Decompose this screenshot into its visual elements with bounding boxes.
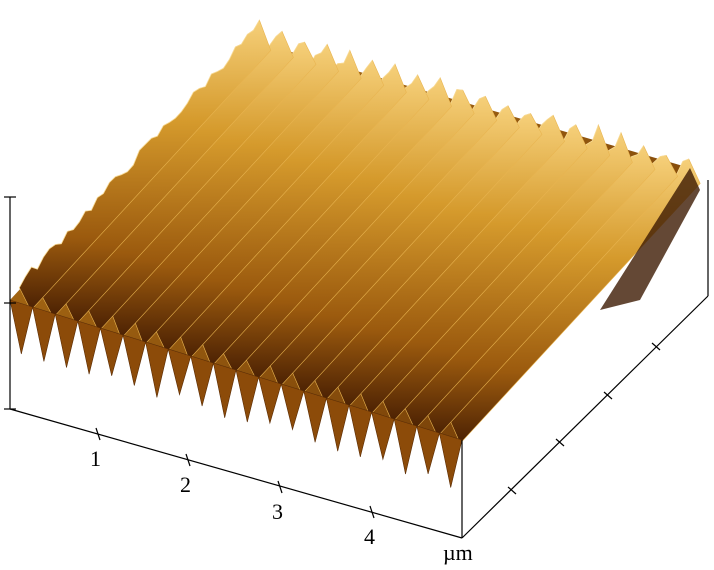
x-tick [95, 427, 101, 441]
z-axis-ticks [4, 196, 16, 410]
front-edge [9, 168, 700, 488]
ridge-crest [19, 19, 260, 288]
x-axis-ticks: 1 2 3 4 [90, 427, 375, 549]
surface-shadow [600, 168, 700, 310]
x-tick-label: 1 [90, 446, 101, 471]
y-tick [507, 486, 517, 495]
y-tick [555, 438, 565, 447]
front-edge-grooves [9, 299, 463, 488]
x-axis-line [9, 408, 463, 539]
x-tick [369, 505, 375, 519]
y-tick [651, 342, 661, 351]
y-tick [603, 391, 613, 400]
x-tick-label: 3 [272, 499, 283, 524]
y-axis-line [461, 295, 709, 539]
ridge-group [19, 19, 701, 444]
y-axis-ticks [507, 342, 661, 495]
x-tick [277, 480, 283, 494]
x-tick-label: 4 [364, 524, 375, 549]
axis-unit-label: µm [443, 540, 473, 565]
x-tick [185, 453, 191, 467]
x-tick-label: 2 [180, 472, 191, 497]
